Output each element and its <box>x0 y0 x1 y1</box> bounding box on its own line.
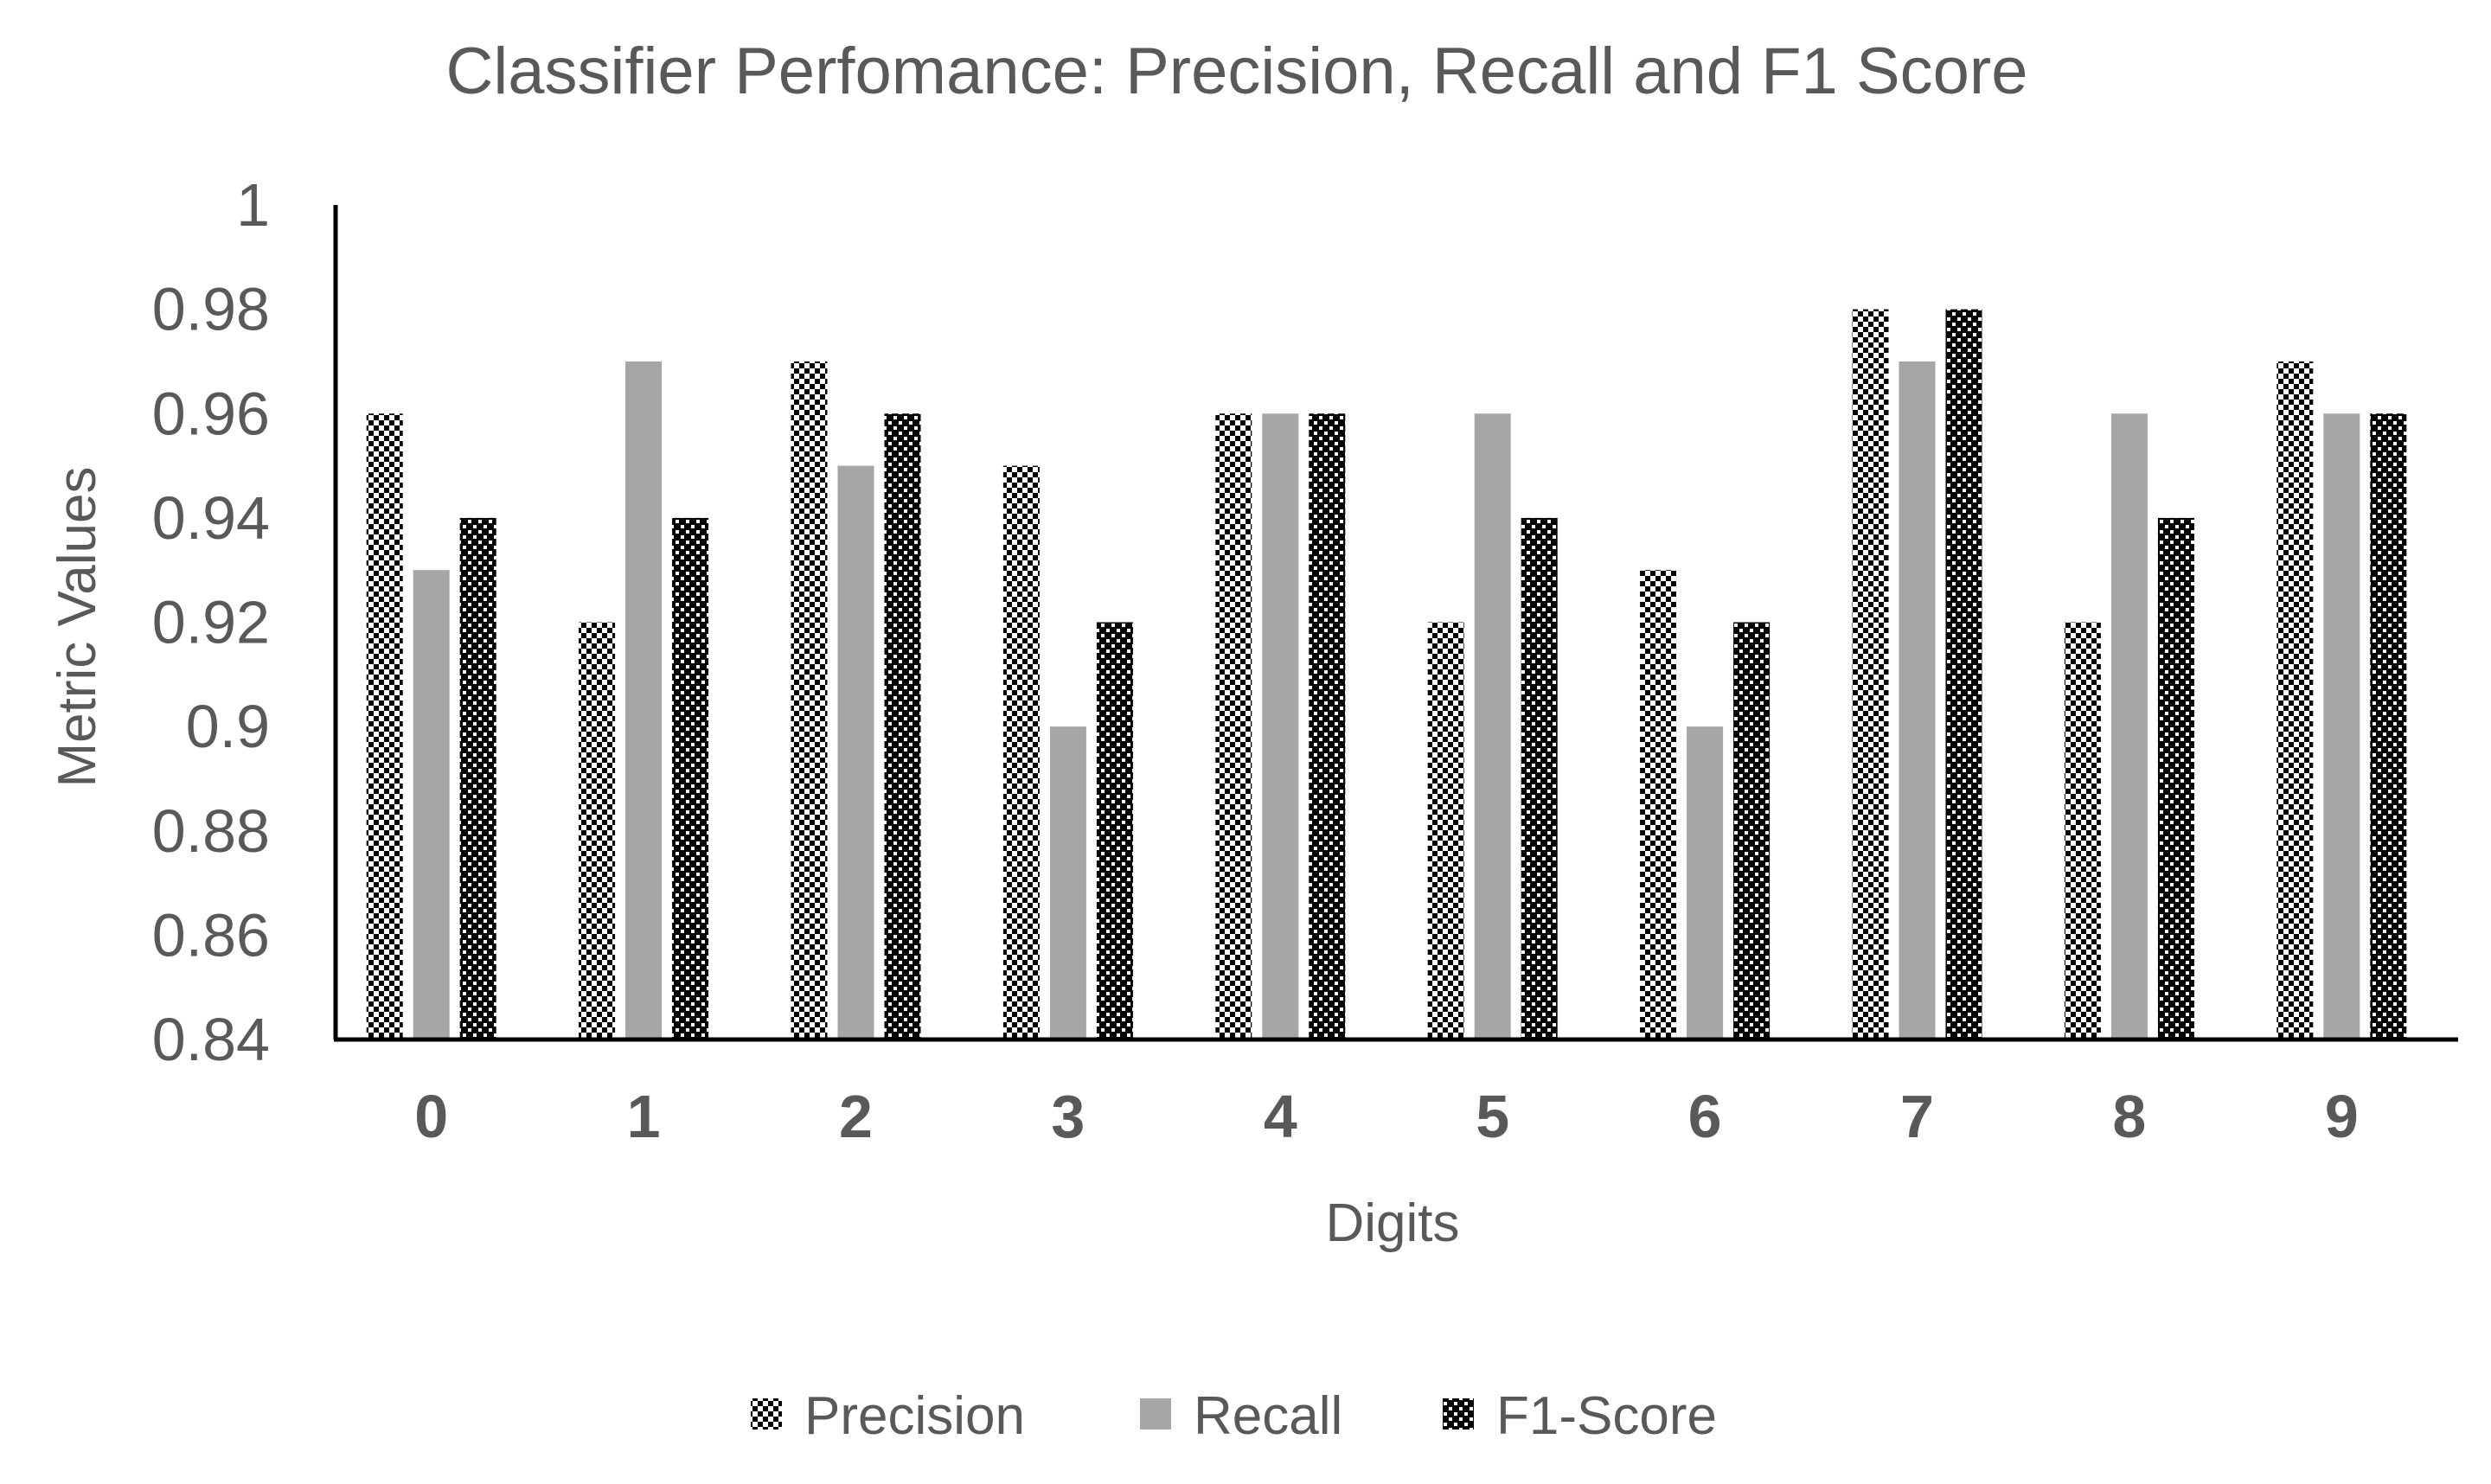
y-axis-label: Metric Values <box>48 467 107 788</box>
bar-recall-0 <box>413 570 450 1039</box>
bar-recall-6 <box>1687 726 1724 1039</box>
bars-layer <box>366 309 2407 1039</box>
bar-f1-score-1 <box>672 517 709 1039</box>
legend-swatch <box>1140 1398 1171 1430</box>
legend-swatch <box>1443 1398 1474 1430</box>
bar-precision-6 <box>1640 570 1677 1039</box>
bar-precision-1 <box>579 622 616 1039</box>
bar-f1-score-5 <box>1521 517 1558 1039</box>
axes-layer <box>333 205 2458 1042</box>
bar-recall-1 <box>625 361 663 1039</box>
bar-recall-4 <box>1262 413 1299 1039</box>
bar-recall-5 <box>1474 413 1511 1039</box>
bar-precision-0 <box>366 413 403 1039</box>
bar-precision-9 <box>2276 361 2314 1039</box>
x-tick-label: 5 <box>1476 1083 1509 1150</box>
x-tick-label: 8 <box>2112 1083 2146 1150</box>
chart-title: Classifier Perfomance: Precision, Recall… <box>446 35 2028 108</box>
bar-recall-7 <box>1899 361 1936 1039</box>
bar-recall-9 <box>2323 413 2360 1039</box>
bar-precision-7 <box>1852 309 1889 1039</box>
x-tick-label: 7 <box>1900 1083 1934 1150</box>
x-tick-label: 3 <box>1051 1083 1085 1150</box>
bar-f1-score-3 <box>1096 622 1133 1039</box>
legend-swatch <box>751 1398 782 1430</box>
bar-precision-2 <box>791 361 828 1039</box>
bar-f1-score-2 <box>884 413 921 1039</box>
y-tick-label: 0.96 <box>152 380 270 447</box>
y-tick-label: 0.94 <box>152 484 270 552</box>
y-tick-label: 0.88 <box>152 797 270 865</box>
bar-f1-score-0 <box>459 517 496 1039</box>
legend: Precision Recall F1-Score <box>751 1386 1717 1446</box>
bar-f1-score-4 <box>1309 413 1346 1039</box>
x-tick-label: 1 <box>627 1083 661 1150</box>
bar-recall-2 <box>837 465 874 1039</box>
bar-precision-5 <box>1427 622 1464 1039</box>
legend-label: Precision <box>804 1386 1025 1446</box>
y-tick-label: 0.92 <box>152 589 270 656</box>
bar-f1-score-9 <box>2370 413 2407 1039</box>
bar-f1-score-8 <box>2157 517 2194 1039</box>
y-tick-label: 0.86 <box>152 901 270 969</box>
bar-f1-score-7 <box>1945 309 1982 1039</box>
y-tick-label: 0.84 <box>152 1006 270 1073</box>
ticks-layer: 0.84 0.86 0.88 0.9 0.92 0.94 0.96 0.98 1 0 1 2 3 4 5 6 7… <box>152 171 2359 1150</box>
x-axis-label: Digits <box>1325 1193 1459 1253</box>
bar-precision-4 <box>1215 413 1252 1039</box>
bar-recall-3 <box>1049 726 1086 1039</box>
x-tick-label: 4 <box>1264 1083 1297 1150</box>
legend-item-precision: Precision <box>751 1386 1025 1446</box>
y-tick-label: 1 <box>236 171 270 239</box>
x-tick-label: 0 <box>414 1083 448 1150</box>
bar-recall-8 <box>2110 413 2148 1039</box>
x-tick-label: 6 <box>1688 1083 1722 1150</box>
legend-label: Recall <box>1194 1386 1342 1446</box>
x-tick-label: 9 <box>2325 1083 2359 1150</box>
y-tick-label: 0.98 <box>152 276 270 343</box>
legend-label: F1-Score <box>1496 1386 1717 1446</box>
x-tick-label: 2 <box>839 1083 873 1150</box>
bar-precision-3 <box>1002 465 1040 1039</box>
legend-item-f1-score: F1-Score <box>1443 1386 1717 1446</box>
y-tick-label: 0.9 <box>186 693 270 760</box>
legend-item-recall: Recall <box>1140 1386 1342 1446</box>
bar-f1-score-6 <box>1733 622 1771 1039</box>
bar-precision-8 <box>2064 622 2101 1039</box>
